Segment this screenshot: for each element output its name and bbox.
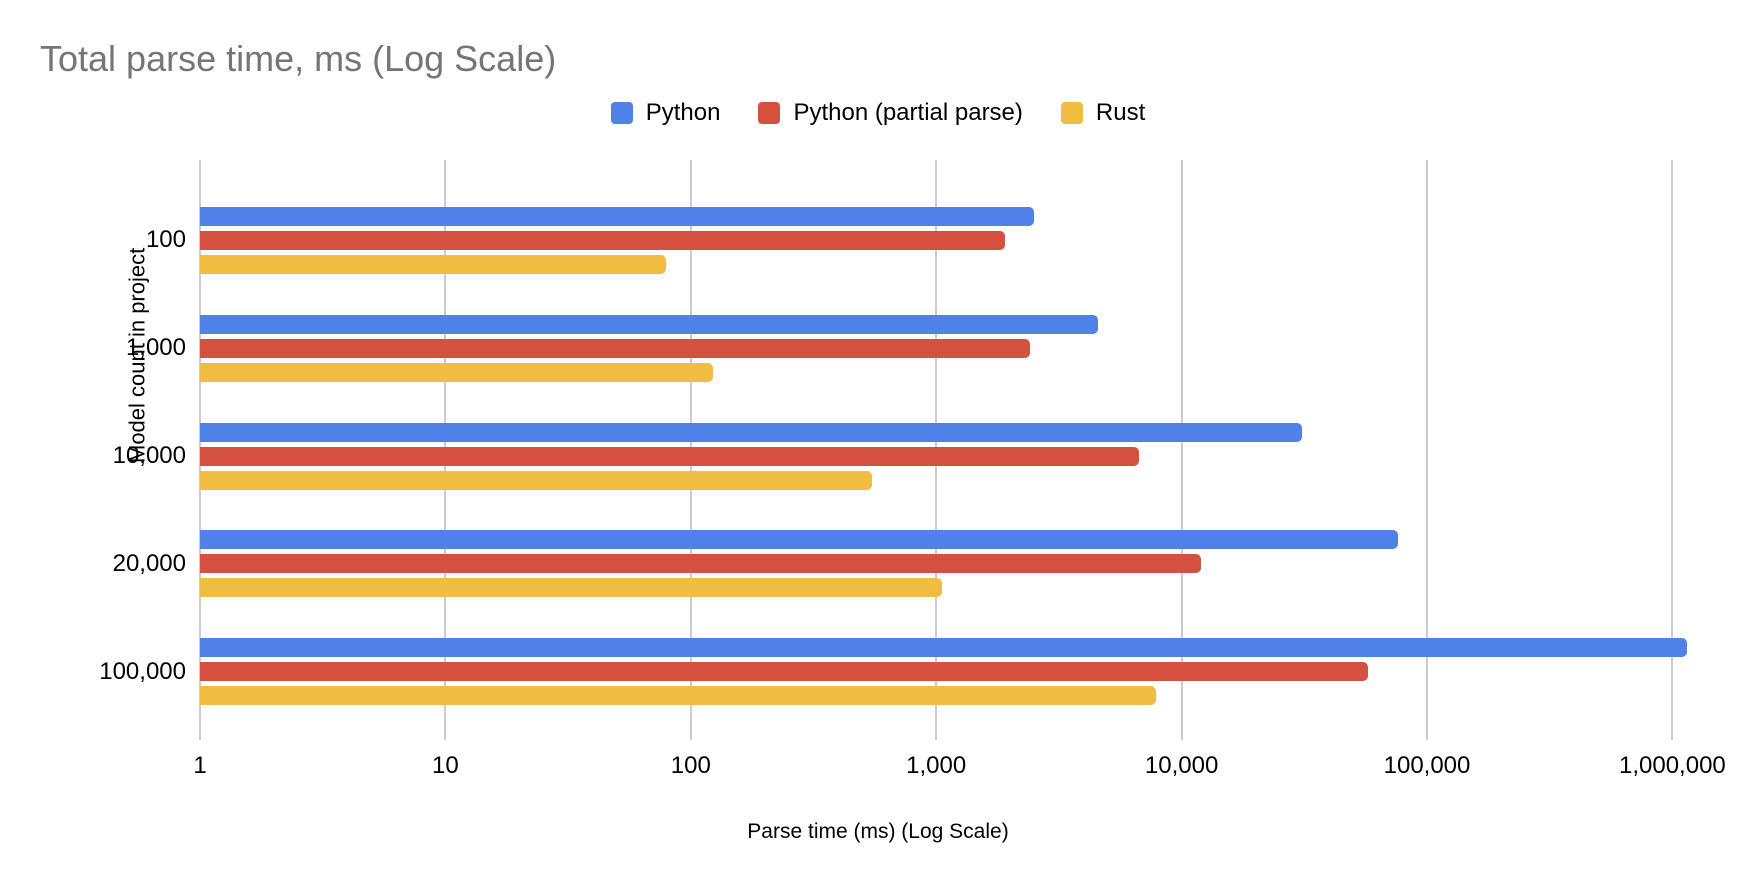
- bar-rust-100[interactable]: [200, 254, 666, 274]
- bar-python-10-000[interactable]: [200, 422, 1303, 442]
- x-axis-title: Parse time (ms) (Log Scale): [747, 820, 1009, 843]
- bar-python-partial-parse-10-000[interactable]: [200, 446, 1139, 466]
- chart-title: Total parse time, ms (Log Scale): [40, 38, 557, 79]
- gridline-10-000: [1180, 160, 1183, 740]
- bar-python-partial-parse-100-000[interactable]: [200, 662, 1369, 682]
- bar-python-100-000[interactable]: [200, 638, 1688, 658]
- bar-python-100[interactable]: [200, 206, 1034, 226]
- bar-rust-10-000[interactable]: [200, 470, 873, 490]
- x-tick-label-1-000-000: 1,000,000: [1619, 752, 1726, 779]
- bar-rust-100-000[interactable]: [200, 686, 1157, 706]
- legend-label: Python: [645, 99, 721, 126]
- legend-swatch-python: [610, 102, 633, 124]
- y-tick-label-10-000: 10,000: [112, 442, 186, 469]
- legend-item-python-partial-parse[interactable]: Python (partial parse): [758, 99, 1023, 127]
- legend-item-rust[interactable]: Rust: [1060, 99, 1146, 127]
- legend-swatch-rust: [1060, 102, 1083, 124]
- bar-python-20-000[interactable]: [200, 530, 1398, 550]
- bar-rust-20-000[interactable]: [200, 578, 943, 598]
- gridline-1-000-000: [1671, 160, 1674, 740]
- legend-label: Rust: [1095, 99, 1146, 126]
- bar-rust-1-000[interactable]: [200, 362, 713, 382]
- x-tick-label-1-000: 1,000: [906, 752, 967, 779]
- y-tick-label-1-000: 1,000: [125, 334, 186, 362]
- bar-python-partial-parse-1-000[interactable]: [200, 338, 1030, 358]
- legend-swatch-python-partial-parse: [758, 102, 781, 124]
- y-tick-label-20-000: 20,000: [112, 549, 186, 577]
- x-tick-label-1: 1: [193, 752, 207, 779]
- x-tick-label-100: 100: [670, 752, 711, 779]
- y-tick-label-100: 100: [145, 226, 186, 254]
- legend-label: Python (partial parse): [793, 99, 1023, 126]
- y-tick-label-100-000: 100,000: [99, 657, 186, 685]
- x-tick-label-10-000: 10,000: [1144, 752, 1219, 779]
- x-tick-label-10: 10: [432, 752, 459, 779]
- x-tick-label-100-000: 100,000: [1383, 752, 1471, 779]
- bar-python-partial-parse-100[interactable]: [200, 230, 1005, 250]
- bar-python-partial-parse-20-000[interactable]: [200, 554, 1202, 574]
- bar-python-1-000[interactable]: [200, 314, 1098, 334]
- legend-item-python[interactable]: Python: [610, 99, 721, 127]
- legend: Python Python (partial parse) Rust: [0, 99, 1756, 127]
- gridline-100-000: [1426, 160, 1428, 740]
